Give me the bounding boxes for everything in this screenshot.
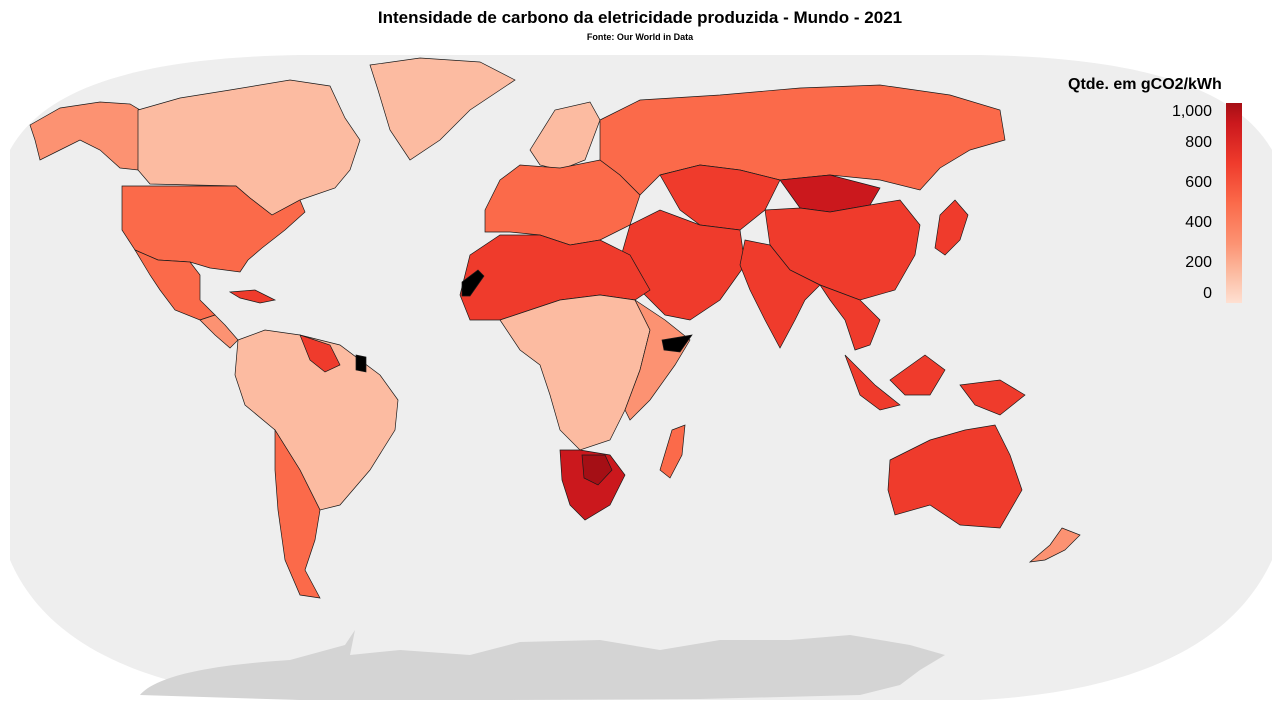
region-botswana (581, 454, 613, 486)
region-australia (887, 424, 1023, 529)
region-venezuela (299, 334, 341, 373)
legend-color-bar (1226, 103, 1242, 303)
region-canada (137, 79, 361, 216)
map-title: Intensidade de carbono da eletricidade p… (377, 8, 903, 27)
region-europe (484, 159, 641, 246)
region-russia (599, 84, 1006, 196)
region-east-africa (624, 298, 691, 421)
legend-tick-800: 800 (1185, 134, 1212, 151)
region-south-america (234, 329, 399, 511)
region-greenland (369, 57, 516, 161)
legend-tick-400: 400 (1185, 214, 1212, 231)
region-indonesia (844, 354, 1026, 416)
antarctica (140, 630, 945, 700)
legend-tick-600: 600 (1185, 174, 1212, 191)
region-india (739, 239, 821, 349)
legend-tick-0: 0 (1203, 285, 1212, 302)
region-french-guiana (355, 354, 367, 373)
region-argentina (274, 428, 321, 599)
region-somalia-north (661, 334, 693, 353)
region-western-sahara (461, 269, 485, 297)
region-alaska (29, 101, 141, 171)
region-japan (934, 199, 969, 256)
region-central-africa (499, 294, 651, 451)
legend-tick-200: 200 (1185, 254, 1212, 271)
map-subtitle: Fonte: Our World in Data (586, 32, 694, 42)
region-madagascar (659, 424, 686, 479)
region-cuba (228, 289, 277, 304)
region-southeast-asia (819, 284, 881, 351)
legend-title: Qtde. em gCO2/kWh (1068, 76, 1222, 93)
legend-tick-1000: 1,000 (1171, 103, 1212, 120)
region-scandinavia (529, 101, 601, 171)
region-new-zealand (1028, 527, 1081, 563)
